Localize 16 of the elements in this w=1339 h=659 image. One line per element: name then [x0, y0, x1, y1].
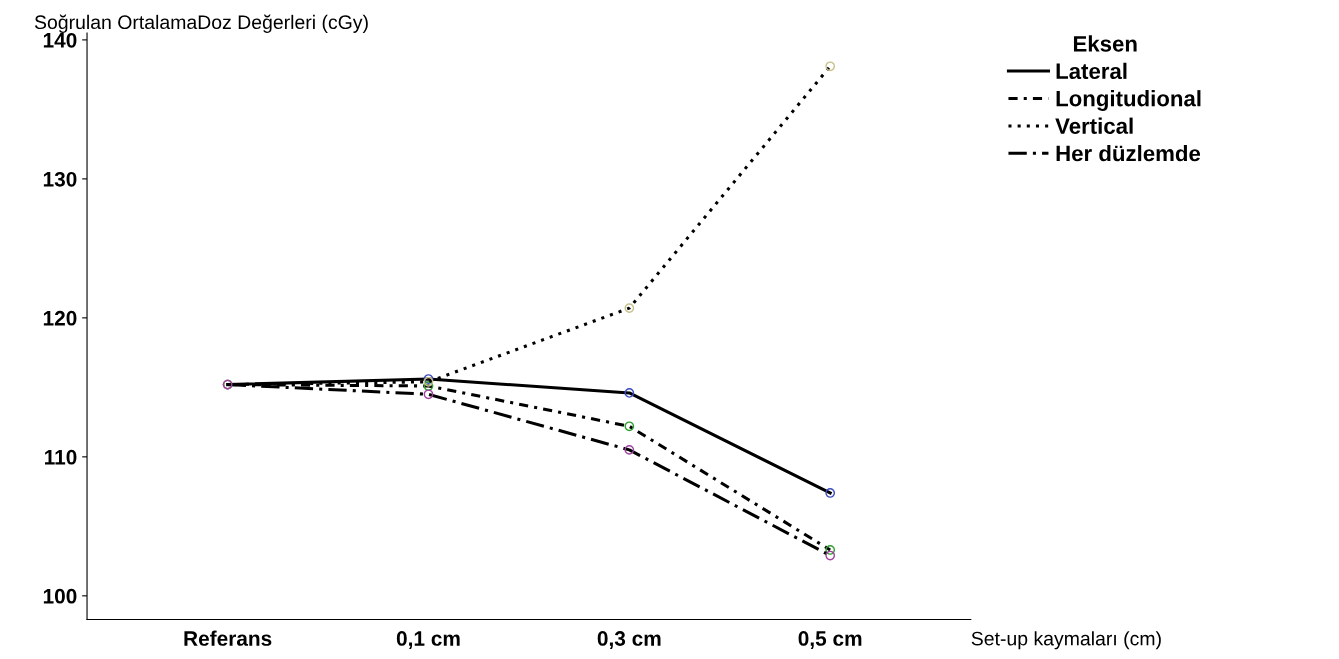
- legend-label: Her düzlemde: [1056, 144, 1201, 162]
- y-axis-title: Soğrulan OrtalamaDoz Değerleri (cGy): [34, 14, 368, 33]
- legend-label: Longitudional: [1056, 90, 1201, 111]
- x-tick-label: 0,5 cm: [798, 631, 862, 649]
- legend-label: Vertical: [1055, 117, 1133, 134]
- y-tick-label: 100: [43, 588, 77, 604]
- x-tick-label: 0,3 cm: [597, 631, 661, 649]
- legend-title: Eksen: [1073, 35, 1137, 52]
- x-tick-label: 0,1 cm: [396, 631, 460, 649]
- x-tick-label: Referans: [184, 630, 272, 646]
- x-axis-title: Set-up kaymaları (cm): [971, 631, 1161, 650]
- legend-label: Lateral: [1056, 62, 1127, 80]
- y-tick-label: 120: [43, 310, 77, 326]
- y-tick-label: 110: [45, 449, 77, 465]
- y-tick-label: 130: [43, 171, 77, 187]
- y-tick-label: 140: [43, 32, 77, 48]
